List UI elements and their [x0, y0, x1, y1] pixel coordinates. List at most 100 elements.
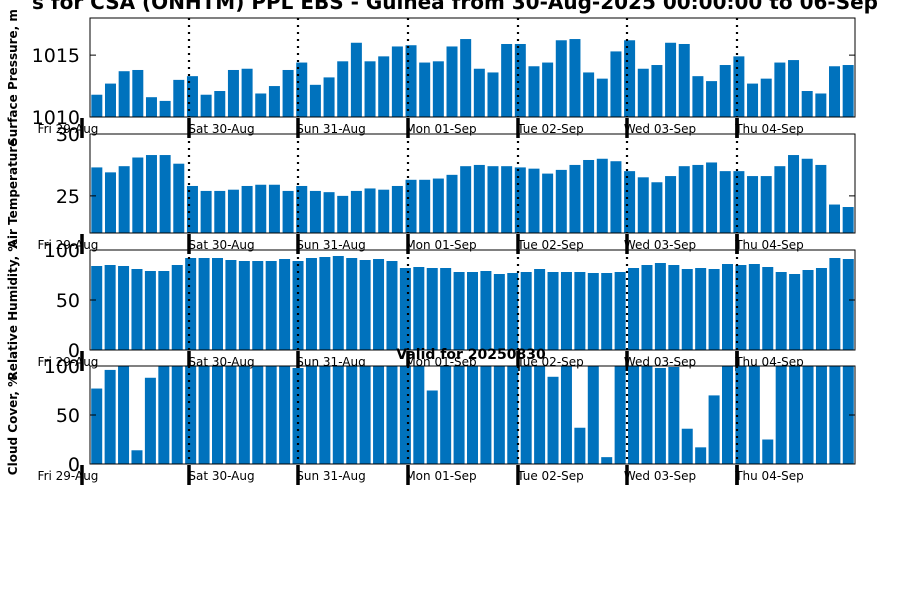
x-tick-label: Sun 31-Aug — [296, 122, 365, 136]
bar — [815, 366, 827, 464]
bar — [493, 366, 505, 464]
bar — [364, 61, 376, 117]
bar — [426, 390, 438, 464]
bar — [467, 272, 478, 350]
bar — [225, 366, 237, 464]
bar — [446, 46, 458, 117]
bar — [378, 189, 390, 233]
bar — [815, 93, 827, 117]
x-tick-label: Tue 02-Sep — [516, 238, 584, 252]
bar — [373, 259, 385, 350]
bar — [569, 164, 581, 233]
bar — [391, 46, 403, 117]
bar — [473, 68, 485, 117]
bar — [520, 272, 532, 350]
bar — [350, 42, 362, 117]
bar — [268, 86, 280, 117]
bar — [654, 367, 666, 464]
bar — [309, 84, 321, 117]
bar — [480, 366, 492, 464]
x-tick-label: Mon 01-Sep — [405, 122, 476, 136]
bar — [241, 68, 253, 117]
bar — [501, 43, 513, 117]
bar — [637, 177, 649, 233]
bar — [309, 190, 321, 233]
bar — [733, 56, 745, 117]
bar — [775, 366, 787, 464]
bar — [829, 204, 841, 233]
bar — [305, 366, 317, 464]
bar — [681, 428, 693, 464]
bar — [802, 270, 814, 350]
bar — [159, 155, 171, 233]
panel-2: 25 30 Air Temperature Fri 29-Aug Sat 30-Aug S… — [6, 124, 856, 254]
bar — [547, 272, 559, 350]
bar — [601, 273, 613, 350]
x-tick-label: Sat 30-Aug — [188, 122, 254, 136]
bar — [587, 366, 599, 464]
bar — [637, 68, 649, 117]
bar — [614, 366, 626, 464]
x-tick-label: Tue 02-Sep — [516, 469, 584, 483]
bar — [279, 366, 291, 464]
bar — [131, 269, 143, 350]
bar — [268, 184, 280, 233]
bar — [587, 273, 599, 350]
bar — [386, 366, 398, 464]
bar — [762, 439, 774, 464]
x-tick-label: Thu 04-Sep — [734, 122, 804, 136]
bar — [748, 366, 760, 464]
bar — [214, 190, 226, 233]
bar — [719, 65, 731, 117]
y-tick-label: 50 — [56, 290, 80, 312]
bar — [440, 268, 452, 350]
bar — [296, 185, 308, 233]
bar — [842, 207, 854, 233]
bar — [225, 260, 237, 350]
bar — [296, 62, 308, 117]
bar — [596, 158, 608, 233]
panel-4: 0 50 100 Cloud Cover, % Fri 29-Aug Sat 30-Aug… — [6, 356, 856, 485]
x-tick-label: Sun 31-Aug — [296, 469, 365, 483]
bar — [104, 369, 116, 464]
bar — [91, 266, 103, 350]
bar — [788, 155, 800, 233]
bar — [719, 171, 731, 234]
bar — [255, 184, 267, 233]
bar — [641, 366, 653, 464]
bar — [419, 62, 431, 117]
bar — [487, 166, 499, 233]
bar — [528, 168, 540, 233]
x-tick-label: Mon 01-Sep — [405, 238, 476, 252]
bar — [829, 66, 841, 117]
bar — [706, 162, 718, 233]
bar — [668, 265, 680, 350]
bar — [405, 179, 417, 233]
bar — [747, 176, 759, 233]
bar — [747, 83, 759, 117]
y-tick-label: 0 — [68, 340, 80, 362]
x-tick-label: Tue 02-Sep — [516, 122, 584, 136]
bar — [305, 258, 317, 350]
bar — [432, 61, 444, 117]
x-tick-label: Thu 04-Sep — [734, 238, 804, 252]
bar — [681, 269, 693, 350]
bar — [373, 366, 385, 464]
bar — [842, 259, 854, 350]
bar — [279, 259, 291, 350]
bar — [319, 257, 331, 350]
bar — [610, 161, 622, 233]
bar — [265, 366, 277, 464]
bar — [733, 171, 745, 234]
bar — [815, 164, 827, 233]
bar — [610, 51, 622, 117]
bar — [171, 366, 183, 464]
bar — [252, 261, 264, 350]
bar — [323, 192, 335, 233]
x-tick-label: Wed 03-Sep — [624, 238, 696, 252]
bar — [238, 261, 250, 350]
bar — [282, 190, 294, 233]
bar — [118, 266, 130, 350]
chart-title: s for CSA (ONHTM) PPL EBS - Guinea from … — [32, 0, 878, 14]
